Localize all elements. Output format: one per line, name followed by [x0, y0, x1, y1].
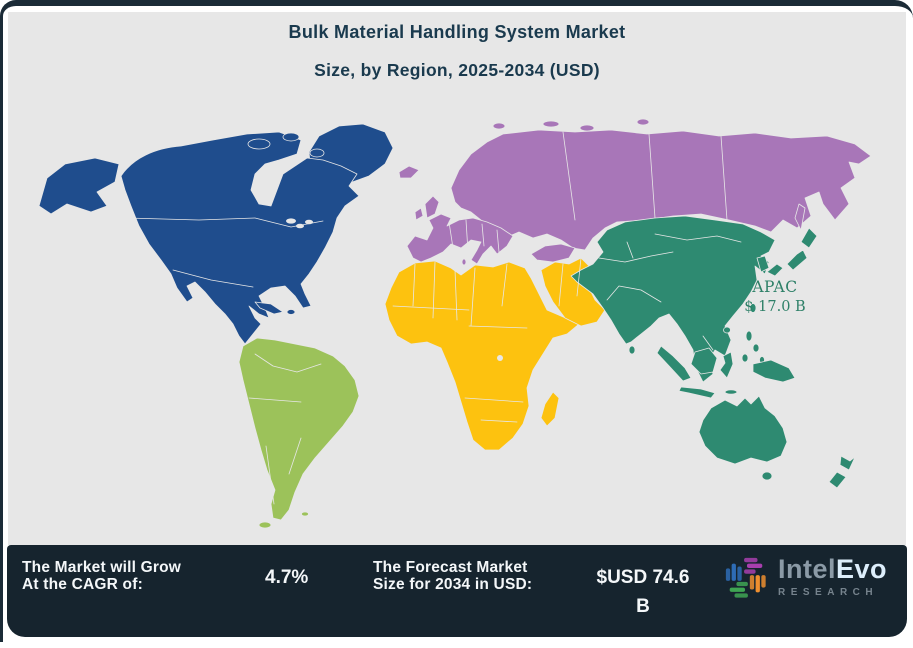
cagr-label: The Market will Grow At the CAGR of:: [22, 559, 181, 593]
philippines-island: [745, 330, 753, 342]
region-north-america: [38, 123, 394, 345]
united-kingdom: [424, 195, 440, 219]
logo-text-evo: Evo: [836, 554, 888, 584]
sakhalin: [794, 203, 806, 231]
arctic-island: [282, 132, 300, 142]
great-lake: [286, 218, 296, 224]
apac-region-name: APAC: [752, 278, 798, 296]
forecast-label-line1: The Forecast Market: [373, 559, 528, 576]
region-africa-middle-east: [384, 257, 606, 451]
timor: [724, 389, 738, 395]
logo-text-intel: Intel: [778, 554, 837, 584]
forecast-value: $USD 74.6 B: [596, 567, 690, 617]
africa-mainland: [384, 260, 580, 451]
page-title-line1: Bulk Material Handling System Market: [288, 22, 626, 42]
apac-callout: APAC $ 17.0 B: [735, 278, 815, 315]
japan-honshu: [786, 249, 808, 271]
intelevo-logo-text: IntelEvo RESEARCH: [778, 556, 887, 599]
page-title: Bulk Material Handling System Market Siz…: [8, 22, 906, 81]
japan-kyushu: [766, 263, 784, 277]
great-lake: [296, 223, 304, 229]
hainan: [723, 326, 731, 334]
australia: [698, 395, 788, 465]
cuba: [254, 301, 284, 315]
logo-text-research: RESEARCH: [778, 587, 879, 598]
intelevo-logo-icon: [725, 557, 766, 598]
forecast-label: The Forecast Market Size for 2034 in USD…: [373, 559, 532, 593]
java: [678, 386, 716, 399]
intelevo-logo: IntelEvo RESEARCH: [723, 553, 887, 601]
north-america-mainland: [120, 131, 360, 345]
iceland: [398, 165, 420, 179]
forecast-label-line2: Size for 2034 in USD:: [373, 576, 533, 593]
japan-hokkaido: [800, 227, 818, 249]
alaska: [38, 157, 120, 215]
map-panel: Bulk Material Handling System Market Siz…: [8, 12, 906, 545]
sumatra: [656, 345, 692, 382]
intelevo-logo-name: IntelEvo: [778, 556, 887, 583]
lake-victoria: [497, 355, 503, 361]
arabian-peninsula: [540, 257, 606, 327]
arctic-island: [579, 124, 595, 132]
philippines-island: [752, 343, 760, 353]
page-title-line2: Size, by Region, 2025-2034 (USD): [314, 60, 600, 80]
arctic-island: [636, 118, 650, 126]
hispaniola: [286, 309, 296, 315]
logo-bars-green: [729, 581, 748, 598]
sri-lanka: [628, 345, 636, 355]
borneo: [690, 347, 718, 375]
ireland: [414, 207, 424, 221]
footer-bar: The Market will Grow At the CAGR of: 4.7…: [7, 545, 907, 637]
south-america-mainland: [238, 337, 360, 521]
new-zealand-north: [839, 455, 856, 471]
sardinia: [461, 258, 467, 266]
cagr-value: 4.7%: [265, 567, 309, 588]
madagascar: [540, 391, 560, 427]
new-zealand-south: [828, 471, 847, 489]
sulawesi: [719, 351, 734, 379]
arctic-island: [492, 122, 506, 130]
lakes-overlay: [286, 218, 503, 361]
logo-bars-purple: [744, 557, 763, 574]
new-guinea: [752, 359, 796, 383]
arctic-island: [309, 148, 325, 158]
region-asia-pacific: [570, 215, 856, 489]
sicily: [473, 271, 481, 277]
great-lake: [305, 219, 313, 225]
cagr-label-line1: The Market will Grow: [22, 559, 182, 576]
logo-bars-orange: [749, 575, 766, 593]
arctic-island: [542, 120, 560, 128]
arctic-island: [247, 138, 271, 150]
philippines-island: [741, 353, 749, 363]
philippines-island: [759, 356, 765, 364]
tasmania: [761, 471, 773, 481]
korea: [756, 255, 770, 273]
falkland-islands: [301, 511, 309, 517]
region-europe-russia: [398, 118, 872, 277]
europe-mainland: [406, 213, 514, 265]
apac-region-value: $ 17.0 B: [744, 299, 806, 315]
scandinavia-russia: [450, 129, 872, 251]
turkey: [530, 243, 576, 263]
region-south-america: [238, 337, 360, 529]
greenland: [308, 123, 394, 185]
logo-bars-blue: [725, 563, 742, 581]
tierra-del-fuego: [258, 521, 272, 529]
cagr-label-line2: At the CAGR of:: [22, 576, 143, 593]
country-borders: [126, 131, 742, 505]
